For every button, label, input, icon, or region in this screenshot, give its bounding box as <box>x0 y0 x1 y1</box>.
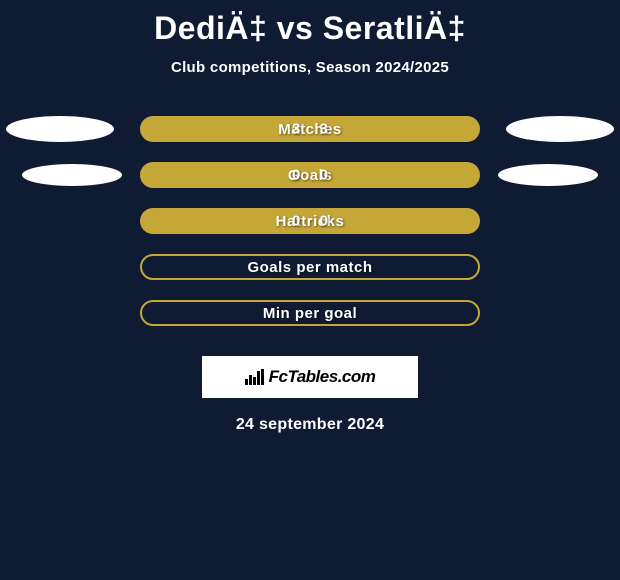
stat-row-goals-per-match: Goals per match <box>0 254 620 280</box>
player-right-ellipse <box>498 164 598 186</box>
stat-label: Hattricks <box>276 213 345 230</box>
page-title: DediÄ‡ vs SeratliÄ‡ <box>154 10 466 47</box>
stat-row-matches: 3 Matches 3 <box>0 116 620 142</box>
stat-right-value: 0 <box>320 213 328 230</box>
logo-content: FcTables.com <box>245 367 376 387</box>
stats-area: 3 Matches 3 0 Goals 0 0 Hattricks 0 <box>0 116 620 346</box>
stat-bar-goals: 0 Goals 0 <box>140 162 480 188</box>
stat-right-value: 0 <box>320 167 328 184</box>
page-subtitle: Club competitions, Season 2024/2025 <box>171 59 449 76</box>
logo-box: FcTables.com <box>202 356 418 398</box>
logo-text: FcTables.com <box>269 367 376 387</box>
stat-row-hattricks: 0 Hattricks 0 <box>0 208 620 234</box>
stat-label: Matches <box>278 121 342 138</box>
player-right-ellipse <box>506 116 614 142</box>
player-left-ellipse <box>22 164 122 186</box>
stat-left-value: 3 <box>292 121 300 138</box>
bar-chart-icon <box>245 369 265 385</box>
stat-bar-matches: 3 Matches 3 <box>140 116 480 142</box>
stat-row-goals: 0 Goals 0 <box>0 162 620 188</box>
main-container: DediÄ‡ vs SeratliÄ‡ Club competitions, S… <box>0 0 620 434</box>
date-text: 24 september 2024 <box>236 416 384 434</box>
stat-right-value: 3 <box>320 121 328 138</box>
player-left-ellipse <box>6 116 114 142</box>
stat-left-value: 0 <box>292 167 300 184</box>
stat-bar-goals-per-match: Goals per match <box>140 254 480 280</box>
stat-bar-min-per-goal: Min per goal <box>140 300 480 326</box>
stat-label: Goals per match <box>247 259 372 276</box>
stat-row-min-per-goal: Min per goal <box>0 300 620 326</box>
stat-left-value: 0 <box>292 213 300 230</box>
stat-bar-hattricks: 0 Hattricks 0 <box>140 208 480 234</box>
stat-label: Min per goal <box>263 305 357 322</box>
